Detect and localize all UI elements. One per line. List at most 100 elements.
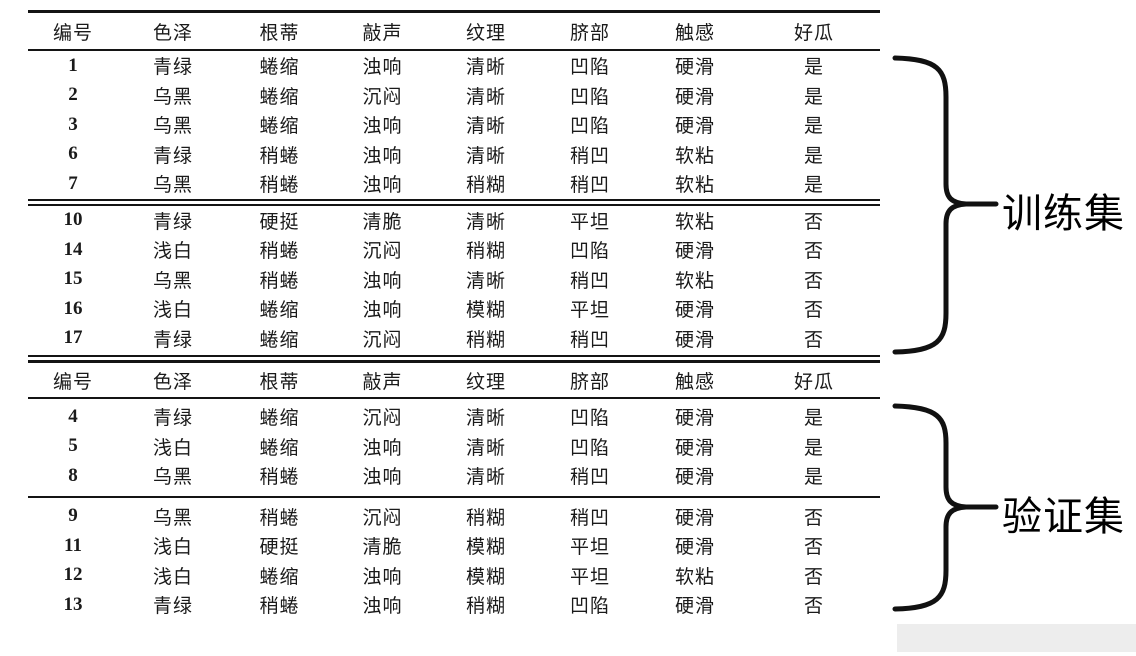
data-cell: 沉闷	[362, 241, 403, 263]
row-id-cell: 3	[68, 113, 78, 135]
data-cell: 蜷缩	[259, 116, 300, 138]
data-cell: 浊响	[362, 270, 403, 292]
data-cell: 浊响	[362, 175, 403, 197]
data-cell: 否	[803, 211, 824, 233]
row-id-cell: 10	[63, 209, 83, 231]
column-header: 色泽	[152, 22, 193, 44]
data-cell: 是	[803, 467, 824, 489]
data-cell: 浅白	[152, 437, 193, 459]
data-cell: 是	[803, 86, 824, 108]
data-cell: 是	[803, 145, 824, 167]
data-cell: 浊响	[362, 596, 403, 618]
table-row: 2 乌黑 蜷缩 沉闷 清晰 凹陷 硬滑 是	[28, 81, 880, 111]
table-row: 11 浅白 硬挺 清脆 模糊 平坦 硬滑 否	[28, 531, 880, 561]
data-cell: 蜷缩	[259, 57, 300, 79]
data-cell: 是	[803, 116, 824, 138]
table-row: 15 乌黑 稍蜷 浊响 清晰 稍凹 软粘 否	[28, 265, 880, 295]
data-cell: 沉闷	[362, 408, 403, 430]
validation-negative-section: 9 乌黑 稍蜷 沉闷 稍糊 稍凹 硬滑否 11 浅白 硬挺 清脆 模糊 平坦 硬滑否 12 浅白 蜷缩 浊响 模糊平…	[28, 498, 880, 620]
training-set-brace	[892, 55, 999, 355]
table-row: 7 乌黑 稍蜷 浊响 稍糊 稍凹 软粘 是	[28, 169, 880, 199]
column-header: 纹理	[465, 371, 506, 393]
data-cell: 平坦	[569, 300, 610, 322]
validation-set-brace	[892, 403, 999, 612]
table-row: 16 浅白 蜷缩 浊响 模糊 平坦 硬滑 否	[28, 294, 880, 324]
data-cell: 蜷缩	[259, 437, 300, 459]
data-cell: 清晰	[465, 116, 506, 138]
data-cell: 否	[803, 596, 824, 618]
validation-table-header-row: 编号 色泽 根蒂 敲声 纹理 脐部 触感 好瓜	[28, 363, 880, 399]
data-cell: 清晰	[465, 57, 506, 79]
data-cell: 硬滑	[674, 507, 715, 529]
data-cell: 清晰	[465, 211, 506, 233]
data-cell: 沉闷	[362, 86, 403, 108]
data-cell: 青绿	[152, 211, 193, 233]
data-cell: 凹陷	[569, 408, 610, 430]
data-cell: 硬挺	[259, 211, 300, 233]
data-cell: 浊响	[362, 57, 403, 79]
data-cell: 否	[803, 329, 824, 351]
data-cell: 稍蜷	[259, 145, 300, 167]
data-cell: 乌黑	[152, 116, 193, 138]
data-cell: 青绿	[152, 408, 193, 430]
column-header: 敲声	[362, 371, 403, 393]
row-id-cell: 14	[63, 238, 83, 260]
data-cell: 蜷缩	[259, 329, 300, 351]
data-cell: 模糊	[465, 537, 506, 559]
data-cell: 否	[803, 537, 824, 559]
table-row: 5 浅白 蜷缩 浊响 清晰 凹陷 硬滑 是	[28, 432, 880, 462]
training-negative-section: 10 青绿 硬挺 清脆 清晰 平坦 软粘否 14 浅白 稍蜷 沉闷 稍糊 凹陷 硬滑否 15 乌黑 稍蜷 浊响 清晰…	[28, 206, 880, 354]
data-cell: 青绿	[152, 57, 193, 79]
data-cell: 青绿	[152, 145, 193, 167]
data-cell: 是	[803, 408, 824, 430]
data-cell: 浅白	[152, 537, 193, 559]
data-cell: 稍蜷	[259, 175, 300, 197]
training-positive-section: 1 青绿 蜷缩 浊响 清晰 凹陷 硬滑是 2 乌黑 蜷缩 沉闷 清晰 凹陷 硬滑是 3 乌黑 蜷缩 浊响 清晰 凹陷硬…	[28, 51, 880, 199]
data-cell: 凹陷	[569, 437, 610, 459]
data-cell: 模糊	[465, 566, 506, 588]
data-cell: 是	[803, 175, 824, 197]
data-cell: 硬滑	[674, 329, 715, 351]
data-cell: 稍糊	[465, 241, 506, 263]
column-header: 脐部	[569, 371, 610, 393]
data-cell: 稍糊	[465, 596, 506, 618]
data-cell: 稍糊	[465, 175, 506, 197]
validation-positive-section: 4 青绿 蜷缩 沉闷 清晰 凹陷 硬滑是 5 浅白 蜷缩 浊响 清晰 凹陷 硬滑是 8 乌黑 稍蜷 浊响 清晰 稍凹硬…	[28, 399, 880, 498]
data-cell: 硬滑	[674, 86, 715, 108]
data-cell: 软粘	[674, 566, 715, 588]
section-divider-rule	[28, 198, 880, 206]
row-id-cell: 12	[63, 564, 83, 586]
data-cell: 软粘	[674, 211, 715, 233]
data-cell: 蜷缩	[259, 566, 300, 588]
validation-set-label: 验证集	[1002, 495, 1125, 539]
table-row: 1 青绿 蜷缩 浊响 清晰 凹陷 硬滑 是	[28, 51, 880, 81]
data-cell: 否	[803, 300, 824, 322]
row-id-cell: 8	[68, 464, 78, 486]
data-cell: 浊响	[362, 300, 403, 322]
data-cell: 硬滑	[674, 408, 715, 430]
data-cell: 浊响	[362, 437, 403, 459]
data-cell: 硬滑	[674, 437, 715, 459]
training-set-label: 训练集	[1002, 192, 1125, 236]
row-id-cell: 7	[68, 172, 78, 194]
data-cell: 软粘	[674, 145, 715, 167]
data-cell: 硬滑	[674, 57, 715, 79]
column-header: 敲声	[362, 22, 403, 44]
data-cell: 浊响	[362, 566, 403, 588]
data-cell: 否	[803, 270, 824, 292]
data-cell: 软粘	[674, 270, 715, 292]
data-cell: 浊响	[362, 467, 403, 489]
table-row: 10 青绿 硬挺 清脆 清晰 平坦 软粘 否	[28, 206, 880, 236]
data-cell: 清晰	[465, 467, 506, 489]
data-cell: 乌黑	[152, 86, 193, 108]
data-cell: 清脆	[362, 211, 403, 233]
data-cell: 凹陷	[569, 57, 610, 79]
table-row: 4 青绿 蜷缩 沉闷 清晰 凹陷 硬滑 是	[28, 402, 880, 432]
data-cell: 是	[803, 57, 824, 79]
table-row: 17 青绿 蜷缩 沉闷 稍糊 稍凹 硬滑 否	[28, 324, 880, 354]
training-set-table: 编号 色泽 根蒂 敲声 纹理 脐部 触感 好瓜 1 青绿 蜷缩 浊响 清晰 凹陷 硬滑是 2 乌黑 蜷缩 沉闷 清晰…	[28, 10, 880, 353]
data-cell: 浊响	[362, 116, 403, 138]
data-cell: 硬滑	[674, 596, 715, 618]
data-cell: 软粘	[674, 175, 715, 197]
table-row: 8 乌黑 稍蜷 浊响 清晰 稍凹 硬滑 是	[28, 461, 880, 491]
